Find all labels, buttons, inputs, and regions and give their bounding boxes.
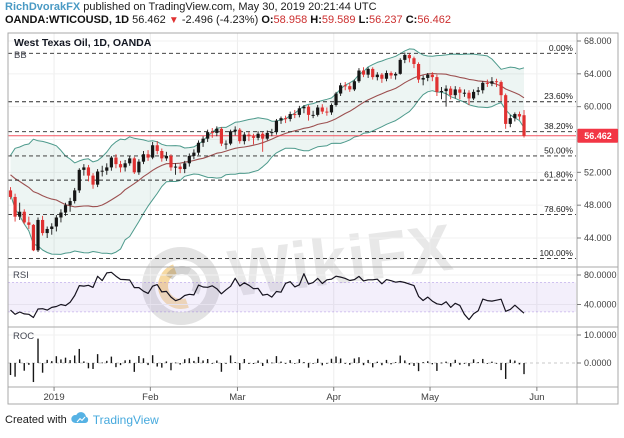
change-value: -2.496 (-4.23%) — [181, 14, 259, 26]
svg-text:2019: 2019 — [43, 392, 64, 403]
svg-text:0.00%: 0.00% — [549, 43, 574, 53]
rsi-pane-layer — [8, 271, 576, 321]
svg-text:56.462: 56.462 — [584, 131, 612, 141]
close-value: 56.462 — [417, 14, 451, 26]
open-value: 58.958 — [273, 14, 308, 26]
bollinger-bands-layer — [10, 48, 525, 255]
close-label: C: — [405, 14, 418, 26]
down-triangle-icon: ▼ — [168, 15, 179, 26]
rsi-pane-label[interactable]: RSI — [13, 270, 29, 281]
candles-layer — [8, 52, 526, 252]
svg-text:100.00%: 100.00% — [539, 248, 573, 258]
svg-text:78.60%: 78.60% — [544, 204, 573, 214]
roc-pane-layer — [8, 338, 576, 383]
svg-text:Jun: Jun — [529, 392, 544, 403]
svg-text:40.0000: 40.0000 — [584, 300, 617, 310]
time-axis: 2019 Feb Mar Apr May Jun — [43, 387, 545, 403]
svg-text:60.000: 60.000 — [584, 102, 612, 112]
last-price: 56.462 — [132, 14, 166, 26]
roc-pane-label[interactable]: ROC — [13, 331, 35, 342]
svg-text:Apr: Apr — [326, 392, 341, 403]
byline: RichDvorakFX published on TradingView.co… — [5, 1, 377, 13]
svg-text:52.000: 52.000 — [584, 167, 612, 177]
tradingview-cloud-icon — [71, 412, 89, 427]
svg-text:61.80%: 61.80% — [544, 170, 573, 180]
tradingview-brand-link[interactable]: TradingView — [92, 412, 159, 427]
footer-credit: Created with TradingView — [5, 412, 159, 427]
svg-text:64.000: 64.000 — [584, 69, 612, 79]
svg-text:0.0000: 0.0000 — [584, 358, 612, 368]
svg-text:10.0000: 10.0000 — [584, 330, 617, 340]
symbol-label: OANDA:WTICOUSD, 1D — [5, 14, 130, 26]
svg-text:44.000: 44.000 — [584, 233, 612, 243]
open-label: O: — [261, 14, 274, 26]
byline-text: published on TradingView.com, May 30, 20… — [80, 1, 377, 13]
gridlines-layer — [8, 33, 576, 387]
high-value: 59.589 — [321, 14, 356, 26]
chart-legend-title[interactable]: West Texas Oil, 1D, OANDA — [14, 37, 152, 49]
chart-frame — [7, 32, 619, 405]
low-label: L: — [358, 14, 369, 26]
svg-text:68.000: 68.000 — [584, 36, 612, 46]
author-link[interactable]: RichDvorakFX — [5, 1, 81, 13]
created-with-text: Created with — [5, 413, 67, 426]
svg-text:Mar: Mar — [229, 392, 245, 403]
quote-line: OANDA:WTICOUSD, 1D 56.462 ▼ -2.496 (-4.2… — [5, 14, 451, 26]
svg-text:48.000: 48.000 — [584, 200, 612, 210]
svg-text:80.0000: 80.0000 — [584, 270, 617, 280]
last-price-badge: 56.462 — [577, 128, 618, 143]
high-label: H: — [310, 14, 322, 26]
fib-retracement-layer: 0.00% 23.60% 38.20% 50.00% 61.80% 78.60% 100.0… — [8, 41, 576, 260]
bb-indicator-label[interactable]: BB — [14, 50, 27, 61]
svg-text:23.60%: 23.60% — [544, 91, 573, 101]
svg-text:May: May — [421, 392, 439, 403]
svg-text:Feb: Feb — [142, 392, 158, 403]
svg-text:50.00%: 50.00% — [544, 145, 573, 155]
low-value: 56.237 — [368, 14, 403, 26]
price-axis: 68.000 64.000 60.000 52.000 48.000 44.000 80.0… — [577, 36, 617, 368]
svg-text:38.20%: 38.20% — [544, 121, 573, 131]
